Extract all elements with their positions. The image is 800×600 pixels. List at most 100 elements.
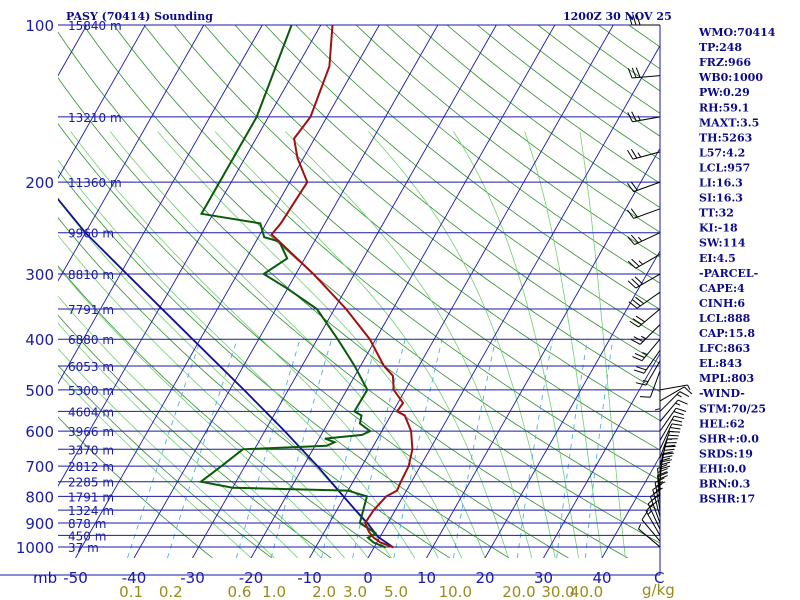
wind-barb-feather (675, 407, 687, 412)
wind-barb-feather (659, 465, 671, 470)
valid-time: 1200Z 30 NOV 25 (563, 10, 672, 23)
wind-barb-feather (629, 320, 639, 328)
dry-adiabat (58, 123, 569, 558)
wind-barb-half-feather (675, 402, 681, 406)
wind-barb-feather (627, 183, 635, 192)
isotherm (309, 25, 614, 558)
wind-barb-half-feather (638, 236, 643, 242)
wind-barb-feather (628, 14, 633, 26)
wind-barb-staff (649, 496, 661, 524)
mixing-ratio-tick-label: 2.0 (312, 583, 336, 600)
wind-barb-feather (671, 423, 683, 426)
wind-barb-staff (638, 528, 661, 548)
height-label: 2812 m (68, 460, 114, 474)
index-line: HEL:62 (699, 417, 745, 430)
wind-barb-staff (639, 324, 661, 345)
index-line: CAP:15.8 (699, 327, 755, 340)
wind-barb-staff (647, 503, 661, 530)
dry-adiabat (143, 25, 660, 451)
dry-adiabat (173, 25, 660, 422)
pressure-label: 700 (25, 458, 54, 476)
dry-adiabat (58, 169, 510, 558)
wind-barb-half-feather (668, 430, 674, 433)
wind-barb-feather (661, 459, 673, 463)
pressure-unit-label: mb (33, 569, 57, 587)
moist-adiabat (70, 131, 439, 558)
wind-barb-feather (635, 315, 645, 323)
index-line: TT:32 (699, 207, 734, 220)
wind-barb-feather (639, 396, 651, 398)
wind-barb-feather (631, 67, 637, 78)
temperature-trace (270, 25, 414, 549)
wind-barb-feather (636, 14, 641, 26)
temperature-unit-label: C (654, 569, 664, 587)
dry-adiabat (58, 265, 391, 558)
mixing-ratio-line (352, 339, 406, 558)
wind-barb-feather (627, 236, 635, 245)
wind-barb-half-feather (642, 379, 649, 383)
temperature-tick-label: -40 (122, 569, 147, 587)
pressure-label: 1000 (16, 539, 54, 557)
wind-barb-feather (679, 391, 690, 398)
mixing-ratio-unit-label: g/kg (642, 581, 675, 599)
dry-adiabat (507, 25, 660, 137)
wind-barb-half-feather (687, 384, 691, 390)
mixing-ratio-line (166, 339, 238, 558)
index-line: SHR+:0.0 (699, 432, 759, 445)
temperature-tick-label: 30 (534, 569, 553, 587)
pressure-label: 400 (25, 331, 54, 349)
index-line: BSHR:17 (699, 493, 755, 506)
index-line: CAPE:4 (699, 282, 745, 295)
wind-barb-staff (659, 423, 673, 450)
mixing-ratio-tick-label: 0.2 (159, 583, 183, 600)
height-label: 3966 m (68, 425, 114, 439)
temperature-tick-label: 0 (363, 569, 373, 587)
wind-barb-feather (627, 280, 637, 289)
moist-adiabat (524, 131, 603, 558)
station-title: PASY (70414) Sounding (66, 10, 213, 23)
wind-barb-staff (632, 116, 661, 123)
dry-adiabat (58, 364, 273, 558)
dewpoint-trace (198, 25, 387, 549)
wind-barb-staff (633, 208, 661, 219)
wind-barb-feather (673, 415, 685, 420)
wind-barb-staff (635, 273, 661, 289)
pressure-label: 800 (25, 488, 54, 506)
isotherm (58, 25, 205, 282)
isotherm (58, 25, 322, 487)
wind-barb-feather (635, 67, 641, 78)
wind-barb-feather (632, 318, 642, 325)
wind-barb-feather (633, 336, 644, 343)
index-line: KI:-18 (699, 222, 738, 235)
mixing-ratio-line (270, 339, 333, 558)
wind-barb-half-feather (637, 152, 642, 158)
dry-adiabat (325, 25, 660, 284)
height-label: 9960 m (68, 227, 114, 241)
index-line: MAXT:3.5 (699, 116, 759, 129)
wind-barb-feather (630, 181, 638, 191)
isotherm (58, 25, 146, 180)
index-line: LCL:888 (699, 312, 751, 325)
wind-barb-staff (633, 181, 661, 193)
index-line: PW:0.29 (699, 86, 750, 99)
wind-barb-staff (643, 350, 661, 374)
wind-barb-staff (635, 253, 661, 269)
wind-barb-half-feather (638, 523, 642, 530)
pressure-label: 900 (25, 515, 54, 533)
wind-barb-feather (633, 369, 645, 374)
wind-barb-staff (638, 308, 661, 328)
mixing-ratio-tick-label: 1.0 (262, 583, 286, 600)
wind-barb-feather (668, 434, 679, 437)
wind-barb-feather (662, 451, 673, 455)
wind-barb-half-feather (654, 408, 661, 411)
wind-barb-staff (645, 360, 661, 386)
height-label: 450 m (68, 529, 106, 543)
dry-adiabat (58, 217, 451, 558)
index-line: TH:5263 (699, 131, 752, 144)
wind-barb-half-feather (642, 352, 648, 356)
isotherm (58, 25, 263, 385)
wind-barb-feather (661, 455, 673, 459)
moist-adiabat (58, 199, 392, 558)
